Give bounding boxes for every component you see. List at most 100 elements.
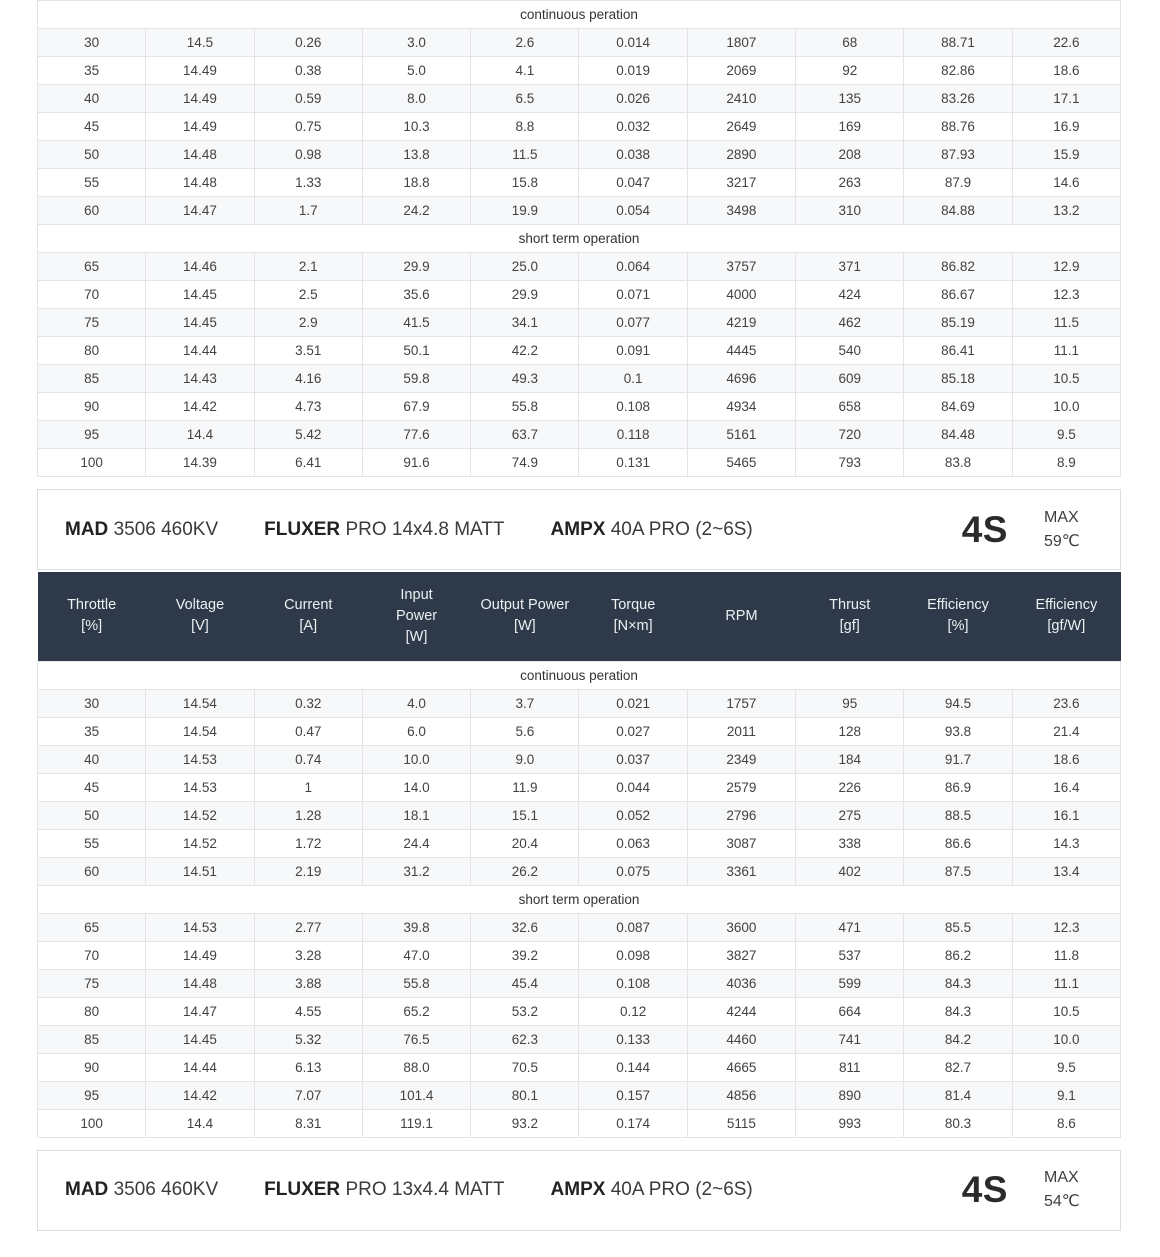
table-cell: 10.0 [361,744,472,774]
table-cell: 14.42 [145,392,255,421]
table-cell: 88.76 [903,112,1013,141]
table-cell: 0.32 [253,688,363,718]
table-cell: 0.037 [578,744,688,774]
table-cell: 39.8 [361,912,472,942]
product-specs: MAD 3506 460KV FLUXER PRO 13x4.4 MATT AM… [65,1179,799,1201]
table-cell: 741 [795,1024,905,1054]
table-cell: 81.4 [903,1080,1013,1110]
table-cell: 94.5 [903,688,1013,718]
esc-model: 40A PRO (2~6S) [610,518,753,540]
page-content: continuous peration 30 14.5 0.26 3.0 2.6 0.014… [36,0,1122,1231]
performance-table-top: continuous peration 30 14.5 0.26 3.0 2.6 0.014… [36,0,1122,477]
table-cell: 4.16 [253,364,363,393]
table-row: 60 14.51 2.19 31.2 26.2 0.075 3361 402 87.5 13.4 [36,856,1122,886]
title-bar-1: MAD 3506 460KV FLUXER PRO 14x4.8 MATT AM… [37,489,1121,570]
table-cell: 0.38 [253,56,363,85]
table-cell: 0.032 [578,112,688,141]
table-cell: 30 [36,688,147,718]
table-cell: 3757 [686,252,797,281]
table-cell: 208 [795,140,905,169]
table-cell: 14.47 [145,196,255,225]
table-column-header: Throttle [%] Voltage [V] Current [A] Input Powe… [37,572,1121,661]
table-row: 95 14.42 7.07 101.4 80.1 0.157 4856 890 81.4 9.1 [36,1080,1122,1110]
table-cell: 40 [36,84,147,113]
table-cell: 80.3 [903,1108,1013,1138]
table-cell: 84.69 [903,392,1013,421]
table-cell: 6.0 [361,716,472,746]
table-row: 50 14.52 1.28 18.1 15.1 0.052 2796 275 88.5 16.1 [36,800,1122,830]
table-cell: 5.6 [470,716,580,746]
table-cell: 35 [36,56,147,85]
section-header-row: continuous peration [37,0,1121,29]
table-cell: 3600 [686,912,797,942]
table-cell: 1 [253,772,363,802]
table-cell: 993 [795,1108,905,1138]
table-cell: 0.131 [578,448,688,477]
table-cell: 0.064 [578,252,688,281]
product-specs: MAD 3506 460KV FLUXER PRO 14x4.8 MATT AM… [65,519,799,541]
table-cell: 4.0 [361,688,472,718]
table-row: 40 14.49 0.59 8.0 6.5 0.026 2410 135 83.26 17.1 [36,84,1122,113]
table-cell: 0.108 [578,968,688,998]
table-cell: 14.3 [1011,828,1122,858]
table-cell: 68 [795,28,905,57]
table-cell: 75 [36,968,147,998]
table-cell: 55.8 [470,392,580,421]
section-header-row: short term operation [37,224,1121,253]
table-cell: 8.31 [253,1108,363,1138]
table-cell: 0.133 [578,1024,688,1054]
table-cell: 0.014 [578,28,688,57]
table-cell: 14.53 [145,912,255,942]
table-cell: 0.98 [253,140,363,169]
table-row: 40 14.53 0.74 10.0 9.0 0.037 2349 184 91.7 18.6 [36,744,1122,774]
table-cell: 184 [795,744,905,774]
table-cell: 0.174 [578,1108,688,1138]
table-cell: 60 [36,196,147,225]
table-cell: 4934 [686,392,797,421]
table-cell: 3827 [686,940,797,970]
table-cell: 119.1 [361,1108,472,1138]
table-cell: 90 [36,1052,147,1082]
table-cell: 0.157 [578,1080,688,1110]
table-cell: 11.9 [470,772,580,802]
table-row: 75 14.45 2.9 41.5 34.1 0.077 4219 462 85.19 11.5 [36,308,1122,337]
table-cell: 0.091 [578,336,688,365]
table-cell: 31.2 [361,856,472,886]
table-cell: 14.42 [145,1080,255,1110]
table-cell: 15.9 [1011,140,1122,169]
table-cell: 275 [795,800,905,830]
table-cell: 2.9 [253,308,363,337]
table-row: 50 14.48 0.98 13.8 11.5 0.038 2890 208 87.93 15.9 [36,140,1122,169]
table-cell: 0.1 [578,364,688,393]
table-cell: 0.026 [578,84,688,113]
table-cell: 14.44 [145,336,255,365]
table-cell: 0.044 [578,772,688,802]
table-cell: 14.46 [145,252,255,281]
table-row: 55 14.48 1.33 18.8 15.8 0.047 3217 263 87.9 14.6 [36,168,1122,197]
table-cell: 537 [795,940,905,970]
table-cell: 84.48 [903,420,1013,449]
table-cell: 8.6 [1011,1108,1122,1138]
table-row: 60 14.47 1.7 24.2 19.9 0.054 3498 310 84.88 13.2 [36,196,1122,225]
table-cell: 13.8 [361,140,472,169]
table-cell: 14.45 [145,308,255,337]
table-row: 85 14.43 4.16 59.8 49.3 0.1 4696 609 85.18 10.5 [36,364,1122,393]
table-cell: 67.9 [361,392,472,421]
table-cell: 5.0 [361,56,472,85]
table-cell: 1807 [686,28,797,57]
propeller-brand: FLUXER [264,518,341,540]
table-cell: 14.49 [145,112,255,141]
table-cell: 92 [795,56,905,85]
column-header: Input Power [W] [362,572,471,661]
motor-brand: MAD [65,518,109,540]
table-cell: 0.087 [578,912,688,942]
table-cell: 9.0 [470,744,580,774]
table-cell: 338 [795,828,905,858]
table-cell: 2.1 [253,252,363,281]
table-cell: 462 [795,308,905,337]
table-cell: 74.9 [470,448,580,477]
table-row: 75 14.48 3.88 55.8 45.4 0.108 4036 599 84.3 11.1 [36,968,1122,998]
table-cell: 13.2 [1011,196,1122,225]
table-cell: 88.5 [903,800,1013,830]
table-cell: 55 [36,828,147,858]
